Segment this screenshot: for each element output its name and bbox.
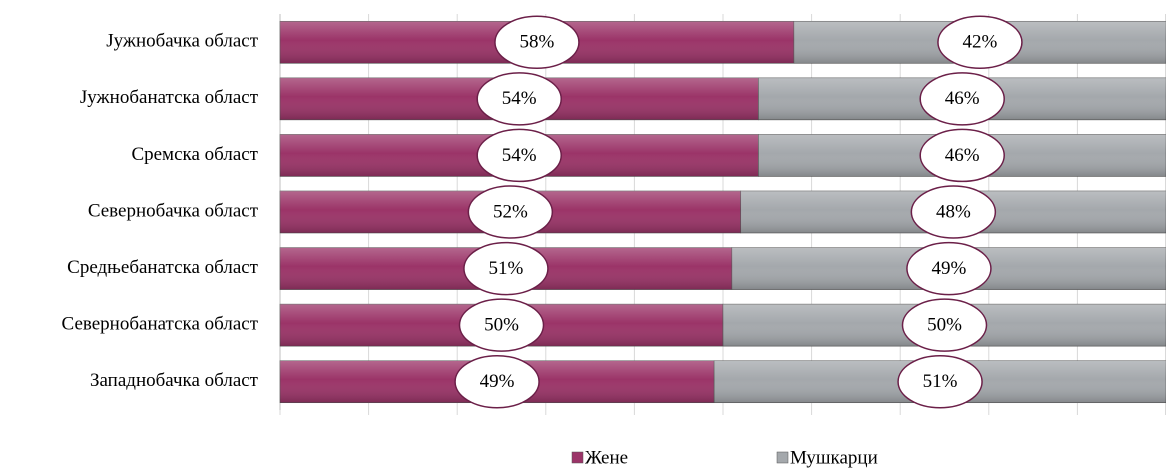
label-bubble	[910, 185, 997, 239]
label-bubble	[919, 128, 1005, 183]
y-tick-label: Севернобанатска област	[62, 314, 259, 335]
label-bubble	[897, 354, 983, 409]
label-bubble	[467, 185, 554, 239]
data-label: 46%	[945, 145, 980, 166]
label-bubble	[463, 241, 549, 296]
data-label: 49%	[480, 371, 515, 392]
label-bubble	[906, 241, 992, 296]
data-label: 54%	[502, 88, 537, 109]
legend-label: Мушкарци	[790, 447, 878, 468]
data-label: 52%	[493, 201, 528, 222]
data-label: 51%	[923, 371, 958, 392]
y-tick-label: Јужнобачка област	[106, 31, 259, 52]
label-bubble	[901, 298, 988, 352]
label-bubble	[919, 72, 1005, 126]
data-label: 58%	[520, 32, 555, 53]
data-label: 51%	[489, 258, 524, 279]
y-tick-label: Севернобачка област	[88, 200, 259, 221]
data-label: 46%	[945, 88, 980, 109]
data-label: 50%	[484, 315, 519, 336]
data-label: 54%	[502, 145, 537, 166]
data-label: 42%	[963, 32, 998, 53]
y-tick-label: Западнобачка област	[90, 370, 259, 391]
label-bubble	[454, 354, 540, 409]
y-tick-label: Сремска област	[131, 144, 258, 165]
label-bubble	[476, 72, 562, 126]
label-bubble	[458, 298, 545, 352]
data-label: 49%	[932, 258, 967, 279]
label-bubble	[937, 15, 1023, 70]
y-tick-label: Јужнобанатска област	[80, 87, 259, 108]
label-bubble	[476, 128, 562, 183]
legend-swatch	[776, 451, 789, 464]
data-label: 50%	[927, 315, 962, 336]
legend-label: Жене	[585, 447, 628, 468]
label-bubble	[494, 15, 580, 70]
y-tick-label: Средњебанатска област	[67, 257, 259, 278]
data-label: 48%	[936, 201, 971, 222]
legend-swatch	[571, 451, 584, 464]
